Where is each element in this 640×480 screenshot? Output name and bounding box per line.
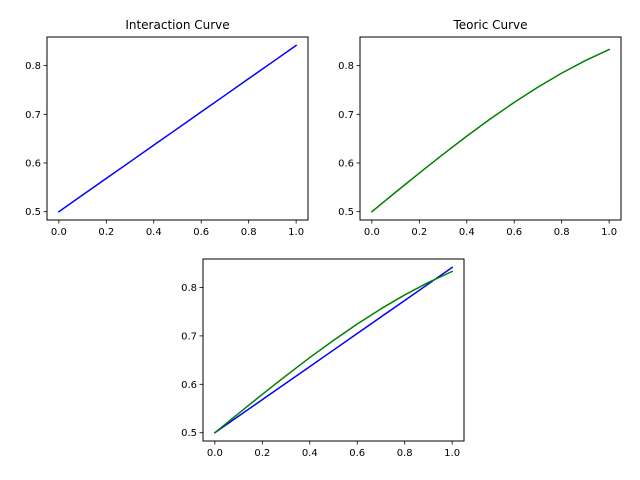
x-tick-label: 0.8	[554, 227, 570, 238]
chart-title: Interaction Curve	[125, 18, 229, 32]
x-tick-label: 0.8	[241, 227, 257, 238]
axes-frame	[202, 258, 465, 442]
x-tick-label: 0.0	[364, 227, 380, 238]
chart-2: 0.0 0.2 0.4 0.6 0.8 1.0 0.5 0.6 0.7 0.8 Teoric Cur…	[338, 18, 622, 238]
series-line-2	[213, 270, 454, 434]
y-tick-label: 0.6	[25, 158, 41, 169]
y-tick-label: 0.5	[181, 428, 197, 439]
axes-frame	[46, 36, 309, 221]
x-tick-label: 0.8	[397, 448, 413, 459]
x-tick-label: 0.4	[302, 448, 318, 459]
x-tick-label: 0.6	[349, 448, 365, 459]
chart-3: 0.0 0.2 0.4 0.6 0.8 1.0 0.5 0.6 0.7 0.8	[181, 258, 465, 459]
y-tick-label: 0.7	[338, 110, 354, 121]
x-tick-label: 1.0	[444, 448, 460, 459]
y-tick-label: 0.7	[181, 331, 197, 342]
y-tick-label: 0.8	[181, 283, 197, 294]
series-line-1	[213, 266, 454, 434]
series-line-1	[370, 48, 611, 213]
y-tick-label: 0.8	[25, 61, 41, 72]
y-tick-label: 0.7	[25, 110, 41, 121]
y-tick-label: 0.6	[181, 380, 197, 391]
chart-1: 0.0 0.2 0.4 0.6 0.8 1.0 0.5 0.6 0.7 0.8 Interactio…	[25, 18, 309, 238]
x-tick-label: 0.2	[254, 448, 270, 459]
x-tick-label: 0.4	[459, 227, 475, 238]
y-tick-label: 0.6	[338, 158, 354, 169]
y-tick-label: 0.5	[338, 207, 354, 218]
x-tick-label: 0.0	[51, 227, 67, 238]
x-tick-label: 1.0	[601, 227, 617, 238]
y-tick-label: 0.8	[338, 61, 354, 72]
x-tick-label: 0.6	[193, 227, 209, 238]
series-line-1	[57, 44, 298, 213]
x-tick-label: 1.0	[288, 227, 304, 238]
x-tick-label: 0.0	[207, 448, 223, 459]
x-tick-label: 0.2	[98, 227, 114, 238]
x-tick-label: 0.6	[506, 227, 522, 238]
charts-container: 0.0 0.2 0.4 0.6 0.8 1.0 0.5 0.6 0.7 0.8 Interactio…	[25, 18, 622, 459]
axes-frame	[359, 36, 622, 221]
y-tick-label: 0.5	[25, 207, 41, 218]
x-tick-label: 0.4	[146, 227, 162, 238]
x-tick-label: 0.2	[411, 227, 427, 238]
chart-title: Teoric Curve	[452, 18, 527, 32]
